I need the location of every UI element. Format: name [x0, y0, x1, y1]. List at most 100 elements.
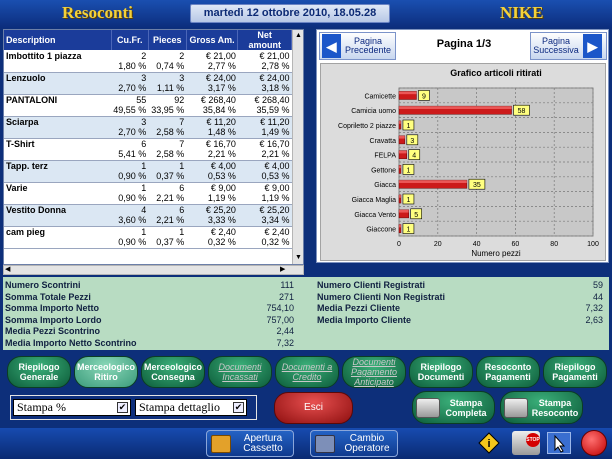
summary-label: Numero Clienti Non Registrati [317, 291, 446, 302]
data-label-box [418, 90, 430, 101]
table-row-pct[interactable]: 2,70 % 1,11 % 3,17 % 3,18 % [4, 83, 292, 95]
scroll-up-icon[interactable]: ▲ [293, 30, 303, 41]
row-cufr: 1 [141, 226, 147, 237]
summary-panel: Numero Scontrini 111 Somma Totale Pezzi 271… [3, 277, 609, 350]
merceologico-consegna-button[interactable]: Merceologico Consegna [141, 356, 205, 388]
merceologico-ritiro-button[interactable]: Merceologico Ritiro [74, 356, 138, 388]
x-tick-label: 60 [512, 241, 520, 248]
riepilogo-pagamenti-button[interactable]: Riepilogo Pagamenti [543, 356, 607, 388]
chart-title: Grafico articoli ritirati [450, 68, 542, 78]
y-tick-label: FELPA [374, 153, 396, 160]
articles-table: Description Cu.Fr. Pieces Gross Am. Net … [3, 29, 304, 265]
row-net: € 2,40 [264, 226, 290, 237]
stampa-dettaglio-checkbox[interactable]: Stampa dettaglio ✔ [135, 399, 247, 416]
bar-highlight [399, 194, 401, 198]
row-description: Vestito Donna [4, 204, 112, 215]
scroll-right-icon[interactable]: ▶ [280, 266, 286, 273]
checkmark-icon[interactable]: ✔ [117, 402, 128, 413]
riepilogo-generale-button[interactable]: Riepilogo Generale [7, 356, 71, 388]
y-tick-label: Giacca Maglia [352, 197, 396, 204]
y-tick-label: Cravatta [370, 138, 397, 145]
table-row[interactable]: PANTALONI 55 92 € 268,40 € 268,40 [4, 94, 292, 105]
row-gross: € 4,00 [186, 160, 238, 171]
row-pieces: 1 [179, 226, 185, 237]
change-operator-button[interactable]: Cambio Operatore [310, 430, 398, 457]
info-icon[interactable]: i [478, 432, 500, 454]
summary-value: 754,10 [266, 303, 294, 313]
stop-printer-icon[interactable]: STOP [512, 431, 540, 455]
documenti-anticipato-button[interactable]: Documenti Pagamento Anticipato [342, 356, 406, 388]
row-net: € 11,20 [237, 116, 292, 127]
resoconto-pagamenti-button[interactable]: Resoconto Pagamenti [476, 356, 540, 388]
row-cufr: 3 [111, 116, 149, 127]
row-pct-blank [4, 237, 112, 249]
data-label: 1 [406, 123, 410, 130]
row-net-pct: 0,32 % [237, 237, 292, 249]
table-row[interactable]: Imbottito 1 piazza 2 2 € 21,00 € 21,00 [4, 50, 292, 61]
table-row-pct[interactable]: 1,80 % 0,74 % 2,77 % 2,78 % [4, 61, 292, 73]
red-circle-icon[interactable] [581, 430, 607, 456]
table-row-pct[interactable]: 3,60 % 2,21 % 3,33 % 3,34 % [4, 215, 292, 227]
open-drawer-button[interactable]: Apertura Cassetto [206, 430, 294, 457]
table-row-pct[interactable]: 0,90 % 0,37 % 0,32 % 0,32 % [4, 237, 292, 249]
summary-value: 111 [280, 280, 294, 290]
table-row[interactable]: Varie 1 6 € 9,00 € 9,00 [4, 182, 292, 193]
table-row[interactable]: T-Shirt 6 7 € 16,70 € 16,70 [4, 138, 292, 149]
documenti-credito-button[interactable]: Documenti a Credito [275, 356, 339, 388]
table-row[interactable]: Lenzuolo 3 3 € 24,00 € 24,00 [4, 72, 292, 83]
table-row[interactable]: Vestito Donna 4 6 € 25,20 € 25,20 [4, 204, 292, 215]
print-complete-button[interactable]: Stampa Completa [412, 391, 495, 424]
row-pieces-pct: 1,11 % [148, 83, 187, 95]
prev-page-button[interactable]: ◀ Pagina Precedente [319, 32, 396, 60]
summary-value: 44 [592, 291, 603, 302]
riepilogo-documenti-button[interactable]: Riepilogo Documenti [409, 356, 473, 388]
row-pieces: 2 [179, 50, 185, 61]
table-row-pct[interactable]: 0,90 % 2,21 % 1,19 % 1,19 % [4, 193, 292, 205]
row-pieces-pct: 2,21 % [148, 215, 187, 227]
row-pieces-pct: 0,37 % [148, 171, 187, 183]
print-summary-button[interactable]: Stampa Resoconto [500, 391, 583, 424]
next-page-button[interactable]: Pagina Successiva ▶ [530, 32, 607, 60]
documenti-incassati-button[interactable]: Documenti Incassati [208, 356, 272, 388]
x-axis-label: Numero pezzi [471, 249, 521, 258]
row-description: Varie [6, 182, 28, 193]
checkmark-icon[interactable]: ✔ [233, 402, 244, 413]
y-tick-label: Giacca Vento [354, 212, 396, 219]
row-pieces: 7 [148, 116, 187, 127]
row-gross-pct: 1,48 % [186, 127, 238, 139]
row-gross-pct: 0,53 % [186, 171, 238, 183]
table-row-pct[interactable]: 49,55 % 33,95 % 35,84 % 35,59 % [4, 105, 292, 117]
stampa-dettaglio-label: Stampa dettaglio [139, 400, 220, 414]
row-pieces-pct: 0,74 % [148, 61, 187, 73]
row-pct-blank [4, 127, 112, 139]
table-row-pct[interactable]: 2,70 % 2,58 % 1,48 % 1,49 % [4, 127, 292, 139]
table-row[interactable]: cam pieg 1 1 € 2,40 € 2,40 [4, 226, 292, 237]
table-row[interactable]: Sciarpa 3 7 € 11,20 € 11,20 [4, 116, 292, 127]
scroll-left-icon[interactable]: ◀ [5, 266, 11, 273]
row-pct-blank [4, 83, 112, 95]
exit-button[interactable]: Esci [274, 392, 353, 424]
svg-text:i: i [487, 438, 490, 450]
table-row-pct[interactable]: 0,90 % 0,37 % 0,53 % 0,53 % [4, 171, 292, 183]
row-pieces-pct: 33,95 % [148, 105, 187, 117]
x-tick-label: 0 [397, 241, 401, 248]
data-label-box [468, 178, 486, 190]
table-row[interactable]: Tapp. terz 1 1 € 4,00 € 4,00 [4, 160, 292, 171]
table-scrollbar[interactable]: ▲ ▼ [292, 30, 303, 264]
row-cufr: 2 [141, 50, 147, 61]
arrow-right-icon: ▶ [583, 34, 602, 58]
scroll-down-icon[interactable]: ▼ [293, 252, 303, 263]
row-gross-pct: 1,19 % [186, 193, 238, 205]
table-row-pct[interactable]: 5,41 % 2,58 % 2,21 % 2,21 % [4, 149, 292, 161]
row-description: Imbottito 1 piazza [6, 50, 82, 61]
table-hscrollbar[interactable]: ◀ ▶ [3, 265, 304, 275]
row-net-pct: 1,49 % [237, 127, 292, 139]
row-net: € 268,40 [254, 94, 290, 105]
stampa-pct-checkbox[interactable]: Stampa % ✔ [13, 399, 131, 416]
summary-label: Somma Importo Netto [5, 303, 100, 313]
data-label: 58 [518, 108, 526, 115]
row-pieces-pct: 2,58 % [148, 127, 187, 139]
row-pieces: 92 [174, 94, 185, 105]
col-net: Net amount [237, 30, 292, 50]
cursor-icon[interactable] [547, 432, 571, 454]
